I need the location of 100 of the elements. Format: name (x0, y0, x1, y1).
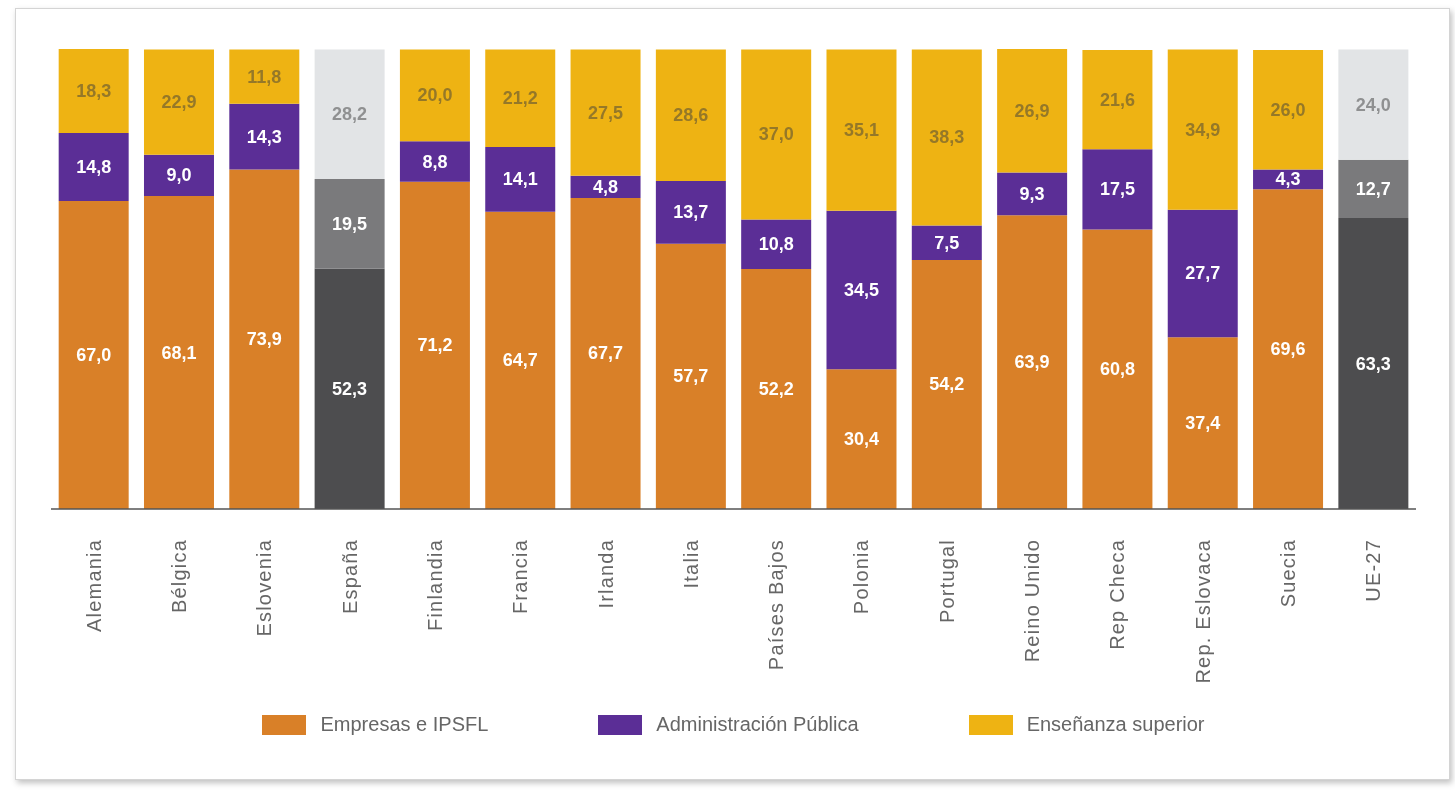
x-tick-label: Italia (679, 539, 702, 589)
data-label: 67,7 (588, 343, 624, 364)
data-label: 52,3 (332, 378, 368, 399)
bar (826, 369, 897, 509)
bar (826, 210, 897, 370)
data-label: 14,8 (76, 157, 112, 178)
bar (655, 180, 726, 244)
bar (1253, 189, 1324, 509)
legend-label: Administración Pública (656, 713, 859, 736)
data-label: 67,0 (76, 345, 112, 366)
data-label: 73,9 (246, 329, 282, 350)
data-label: 69,6 (1270, 339, 1306, 360)
bar (485, 146, 556, 212)
data-label: 13,7 (673, 202, 709, 223)
bar (314, 49, 385, 180)
data-label: 4,3 (1275, 169, 1301, 190)
bar (1167, 337, 1238, 509)
bar (741, 219, 812, 270)
bar (314, 179, 385, 269)
data-label: 21,6 (1099, 89, 1135, 110)
x-tick-label: Finlandia (423, 539, 446, 631)
bar (1167, 49, 1238, 210)
data-label: 38,3 (929, 127, 965, 148)
bar (485, 211, 556, 509)
data-label: 68,1 (161, 342, 197, 363)
bar (570, 49, 641, 176)
data-label: 54,2 (929, 374, 965, 395)
x-tick-label: Irlanda (594, 539, 617, 609)
bar (485, 49, 556, 147)
bar (399, 49, 470, 142)
data-label: 18,3 (76, 81, 112, 102)
bar (1167, 209, 1238, 338)
data-label: 17,5 (1099, 179, 1135, 200)
bar (1082, 49, 1153, 150)
x-tick-label: Rep. Eslovaca (1191, 539, 1214, 684)
data-label: 27,7 (1185, 263, 1221, 284)
data-label: 37,4 (1185, 413, 1221, 434)
data-label: 34,5 (843, 280, 880, 301)
bar (143, 154, 214, 197)
data-label: 11,8 (247, 66, 282, 87)
bar (399, 141, 470, 182)
data-label: 12,7 (1355, 178, 1391, 199)
legend-label: Empresas e IPSFL (320, 713, 489, 736)
x-tick-label: Suecia (1277, 539, 1300, 608)
legend-label: Enseñanza superior (1026, 713, 1205, 736)
data-label: 57,7 (673, 366, 709, 387)
data-label: 20,0 (417, 85, 453, 106)
data-label: 14,1 (502, 169, 538, 190)
bar (655, 243, 726, 509)
data-label: 26,0 (1270, 99, 1306, 120)
bar (58, 49, 129, 134)
bar (911, 225, 982, 260)
bar (143, 49, 214, 155)
data-label: 63,9 (1014, 352, 1050, 373)
x-tick-label: Portugal (935, 539, 958, 624)
bar (1082, 149, 1153, 230)
data-label: 21,2 (502, 88, 538, 109)
data-label: 28,6 (673, 105, 709, 126)
bar (741, 269, 812, 509)
bar (229, 49, 300, 104)
bar (229, 103, 300, 170)
data-label: 27,5 (588, 102, 624, 123)
x-tick-label: Rep Checa (1106, 539, 1129, 650)
x-tick-label: Reino Unido (1021, 539, 1044, 663)
bar (1253, 49, 1324, 170)
x-tick-label: UE-27 (1362, 539, 1385, 602)
data-label: 34,9 (1185, 119, 1221, 140)
bar (399, 181, 470, 509)
x-tick-label: Países Bajos (765, 539, 788, 671)
bar (997, 215, 1068, 509)
bar (911, 49, 982, 226)
bar (997, 49, 1068, 173)
data-label: 35,1 (843, 120, 880, 141)
data-label: 26,9 (1014, 100, 1050, 121)
x-tick-label: Francia (509, 539, 532, 615)
bar (229, 169, 300, 509)
data-label: 9,3 (1019, 183, 1045, 204)
data-label: 30,4 (843, 429, 880, 450)
bar (655, 49, 726, 181)
bar (1338, 159, 1409, 219)
x-tick-label: Bélgica (167, 539, 190, 613)
data-label: 63,3 (1355, 353, 1391, 374)
x-tick-label: Polonia (850, 539, 873, 615)
data-label: 10,8 (758, 234, 794, 255)
data-label: 64,7 (502, 350, 538, 371)
data-label: 24,0 (1355, 94, 1391, 115)
x-tick-label: Alemania (82, 539, 105, 632)
bar (911, 259, 982, 509)
bar (1338, 49, 1409, 160)
bar (58, 201, 129, 509)
x-tick-label: Eslovenia (253, 539, 276, 637)
data-label: 37,0 (758, 124, 794, 145)
x-tick-label: España (338, 539, 361, 615)
bar (58, 133, 129, 202)
data-label: 19,5 (332, 213, 368, 234)
data-label: 14,3 (246, 126, 282, 147)
data-label: 52,2 (758, 379, 794, 400)
data-label: 8,8 (422, 151, 448, 172)
bar (570, 197, 641, 509)
data-label: 4,8 (593, 176, 619, 197)
